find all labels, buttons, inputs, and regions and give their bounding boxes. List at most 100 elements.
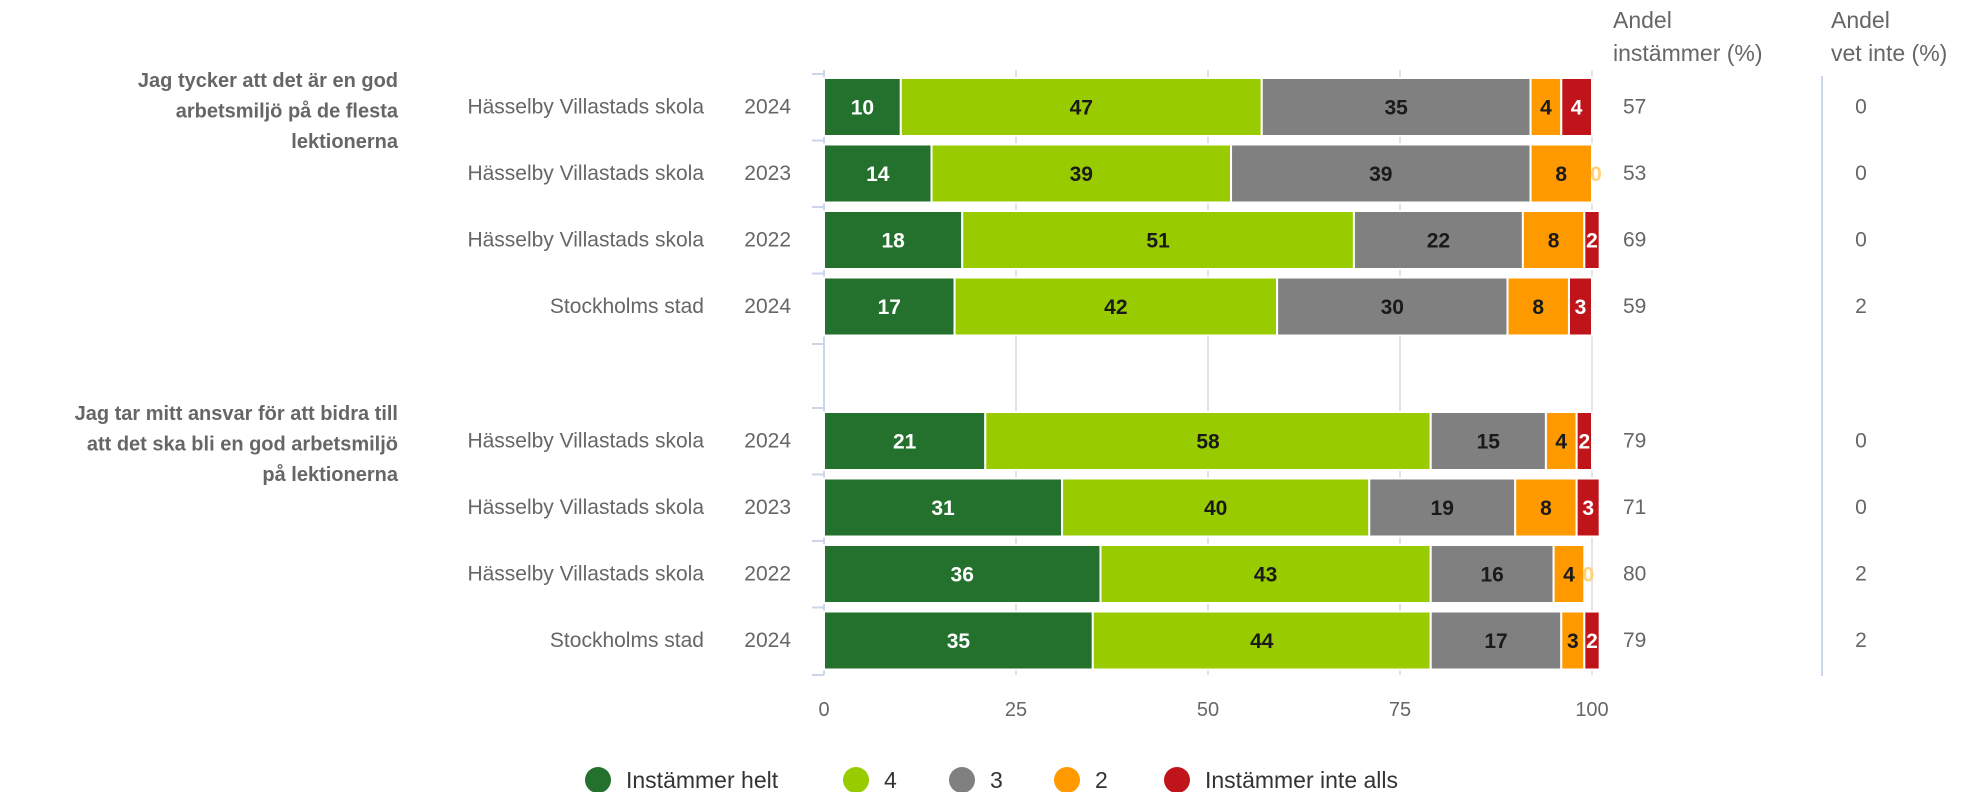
row-year-label: 2024 xyxy=(744,629,791,652)
legend-item-label: Instämmer inte alls xyxy=(1205,767,1398,792)
row-year-label: 2023 xyxy=(744,496,791,519)
agree-value: 57 xyxy=(1623,96,1646,119)
bar-data-label: 17 xyxy=(1484,630,1507,653)
bar-segment xyxy=(1514,477,1578,538)
bar-segment xyxy=(961,210,1355,270)
agree-value: 71 xyxy=(1623,496,1646,519)
bar-data-label: 14 xyxy=(866,163,890,186)
bar-data-label: 0 xyxy=(1590,163,1602,186)
dontknow-value: 2 xyxy=(1855,629,1867,652)
row-name-label: Hässelby Villastads skola xyxy=(467,162,704,185)
legend-marker[interactable] xyxy=(1054,767,1080,792)
question-label-line: att det ska bli en god arbetsmiljö xyxy=(87,434,398,456)
bar-data-label: 2 xyxy=(1586,630,1598,653)
bar-segment xyxy=(1506,276,1570,337)
legend-marker[interactable] xyxy=(1164,767,1190,792)
dontknow-value: 0 xyxy=(1855,496,1867,519)
row-year-label: 2022 xyxy=(744,563,791,586)
bar-segment xyxy=(1099,544,1432,604)
agree-value: 59 xyxy=(1623,295,1646,318)
bar-segment xyxy=(1583,210,1601,270)
bar-segment xyxy=(1429,610,1563,671)
bar-segment xyxy=(953,276,1279,337)
bar-data-label: 15 xyxy=(1477,431,1501,454)
bar-data-label: 30 xyxy=(1381,296,1404,319)
bar-data-label: 4 xyxy=(1571,97,1583,120)
agree-value: 79 xyxy=(1623,629,1646,652)
bar-data-label: 44 xyxy=(1250,630,1274,653)
agree-value: 69 xyxy=(1623,229,1646,252)
x-tick-label: 0 xyxy=(818,699,829,721)
bar-segment xyxy=(1529,77,1563,137)
bar-data-label: 51 xyxy=(1146,230,1170,253)
x-tick-label: 25 xyxy=(1005,699,1027,721)
bar-data-label: 31 xyxy=(931,497,955,520)
agree-header-line1: Andel xyxy=(1613,7,1672,33)
bar-data-label: 35 xyxy=(1384,97,1408,120)
bar-data-label: 0 xyxy=(1582,564,1594,587)
bar-data-label: 43 xyxy=(1254,564,1277,587)
legend-marker[interactable] xyxy=(949,767,975,792)
bar-segment xyxy=(1091,610,1432,671)
bar-data-label: 58 xyxy=(1196,431,1220,454)
agree-value: 53 xyxy=(1623,162,1646,185)
bar-data-label: 47 xyxy=(1070,97,1093,120)
bar-segment xyxy=(1276,276,1509,337)
row-name-label: Stockholms stad xyxy=(550,629,704,652)
bar-segment xyxy=(823,77,902,137)
bar-segment xyxy=(1583,610,1601,671)
legend-marker[interactable] xyxy=(843,767,869,792)
row-year-label: 2023 xyxy=(744,162,791,185)
bar-segment xyxy=(1260,77,1532,137)
bar-data-label: 8 xyxy=(1532,296,1544,319)
bar-segment xyxy=(823,143,933,204)
bar-data-label: 36 xyxy=(951,564,974,587)
bar-data-label: 39 xyxy=(1070,163,1093,186)
dontknow-value: 0 xyxy=(1855,430,1867,453)
bar-segment xyxy=(823,411,987,471)
legend-item-label: Instämmer helt xyxy=(626,767,779,792)
bar-data-label: 40 xyxy=(1204,497,1227,520)
bar-data-label: 19 xyxy=(1431,497,1454,520)
bar-segment xyxy=(823,477,1064,538)
bar-segment xyxy=(1544,411,1578,471)
bar-segment xyxy=(1552,544,1586,604)
bar-data-label: 39 xyxy=(1369,163,1392,186)
bar-data-label: 4 xyxy=(1563,564,1575,587)
dontknow-value: 0 xyxy=(1855,96,1867,119)
x-tick-label: 100 xyxy=(1575,699,1608,721)
bar-segment xyxy=(1429,544,1555,604)
bar-data-label: 4 xyxy=(1540,97,1552,120)
bar-segment xyxy=(823,544,1102,604)
agree-value: 80 xyxy=(1623,563,1646,586)
bar-data-label: 4 xyxy=(1555,431,1567,454)
bar-segment xyxy=(930,143,1233,204)
bar-data-label: 2 xyxy=(1586,230,1598,253)
bar-segment xyxy=(984,411,1432,471)
dontknow-value: 2 xyxy=(1855,563,1867,586)
question-label-line: på lektionerna xyxy=(262,463,398,486)
bar-data-label: 16 xyxy=(1480,564,1503,587)
question-label-line: arbetsmiljö på de flesta xyxy=(176,100,399,123)
x-tick-label: 50 xyxy=(1197,699,1219,721)
bar-data-label: 22 xyxy=(1427,230,1450,253)
bar-data-label: 2 xyxy=(1578,431,1590,454)
bar-segment xyxy=(823,610,1094,671)
bar-data-label: 3 xyxy=(1575,296,1587,319)
legend-item-label: 2 xyxy=(1095,767,1108,792)
row-year-label: 2024 xyxy=(744,430,791,453)
legend-item-label: 4 xyxy=(884,767,897,792)
row-name-label: Hässelby Villastads skola xyxy=(467,229,704,252)
legend-marker[interactable] xyxy=(585,767,611,792)
bar-data-label: 35 xyxy=(947,630,971,653)
x-tick-label: 75 xyxy=(1389,699,1411,721)
bar-segment xyxy=(899,77,1263,137)
bar-segment xyxy=(1560,77,1594,137)
row-year-label: 2024 xyxy=(744,96,791,119)
dontknow-header-line2: vet inte (%) xyxy=(1831,40,1947,66)
bar-data-label: 18 xyxy=(881,230,905,253)
row-year-label: 2022 xyxy=(744,229,791,252)
row-year-label: 2024 xyxy=(744,295,791,318)
bar-segment xyxy=(1529,143,1594,204)
